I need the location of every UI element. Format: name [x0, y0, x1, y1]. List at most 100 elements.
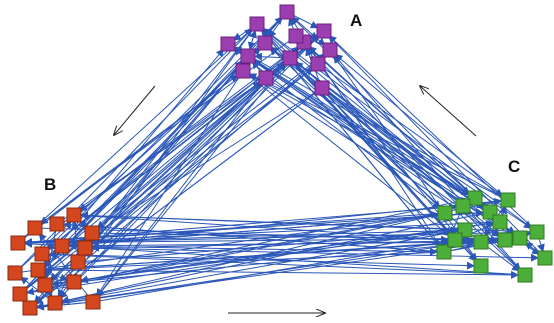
edge-within-b — [38, 232, 94, 303]
cluster-label-a: A — [350, 11, 362, 30]
edge-c-to-b — [60, 211, 491, 305]
edge-within-b — [35, 301, 94, 311]
node-a-13 — [314, 80, 330, 96]
node-b-16 — [30, 262, 46, 278]
node-b-13 — [85, 294, 101, 310]
edge-c-to-a — [328, 35, 546, 259]
edge-a-to-c — [321, 87, 501, 237]
edge-c-to-b — [50, 221, 501, 288]
node-b-8 — [7, 265, 23, 281]
node-c-12 — [473, 258, 489, 274]
edge-b-to-c — [37, 269, 520, 279]
node-c-15 — [492, 214, 508, 230]
edge-b-to-c — [29, 236, 515, 309]
node-c-2 — [500, 192, 516, 208]
node-a-4 — [220, 36, 236, 52]
node-b-2 — [27, 220, 43, 236]
edge-c-to-a — [233, 46, 509, 201]
node-b-15 — [54, 238, 70, 254]
edge-c-to-b — [23, 221, 501, 247]
edge-c-to-b — [50, 229, 466, 288]
node-a-11 — [235, 63, 251, 79]
node-b-11 — [12, 286, 28, 302]
edge-b-to-a — [37, 48, 225, 271]
edge-b-to-c — [34, 227, 450, 244]
flow-arrows-layer — [114, 85, 477, 313]
edge-a-to-c — [321, 87, 452, 236]
edge-c-to-b — [62, 221, 445, 253]
node-c-13 — [537, 250, 553, 266]
node-a-14 — [288, 28, 304, 44]
node-a-3 — [316, 23, 332, 39]
node-c-7 — [473, 234, 489, 250]
edge-b-to-a — [56, 81, 262, 225]
node-c-11 — [436, 244, 452, 260]
node-b-5 — [10, 235, 26, 251]
node-a-1 — [279, 4, 295, 20]
node-c-4 — [455, 198, 471, 214]
edge-b-to-a — [77, 60, 245, 263]
edge-a-to-c — [242, 70, 451, 237]
edge-b-to-a — [92, 62, 287, 303]
edge-c-to-b — [43, 237, 521, 274]
node-c-8 — [497, 232, 513, 248]
node-c-14 — [517, 267, 533, 283]
node-b-10 — [66, 274, 82, 290]
node-b-6 — [34, 246, 50, 262]
node-a-2 — [249, 16, 265, 32]
node-a-10 — [310, 56, 326, 72]
node-c-16 — [447, 232, 463, 248]
node-b-14 — [22, 300, 38, 316]
nodes-layer — [7, 4, 553, 316]
cluster-label-c: C — [508, 157, 520, 176]
node-b-17 — [77, 240, 93, 256]
edge-b-to-a — [17, 28, 253, 244]
node-c-3 — [437, 205, 453, 221]
edge-c-to-b — [43, 251, 445, 274]
node-a-12 — [258, 70, 274, 86]
edge-within-b — [43, 223, 58, 280]
edge-a-to-b — [96, 77, 267, 298]
edge-a-to-c — [256, 23, 533, 229]
node-b-3 — [49, 216, 65, 232]
edge-b-to-a — [14, 47, 261, 274]
node-b-9 — [37, 277, 53, 293]
edge-c-to-a — [291, 16, 476, 199]
edge-a-to-c — [247, 55, 470, 195]
flow-arrow-a-to-b — [114, 85, 156, 135]
edge-b-to-a — [17, 74, 239, 244]
node-a-7 — [322, 42, 338, 58]
node-c-1 — [467, 190, 483, 206]
node-c-6 — [529, 224, 545, 240]
edge-a-to-c — [265, 77, 515, 235]
node-a-8 — [240, 48, 256, 64]
edge-a-to-b — [46, 11, 288, 250]
node-a-5 — [257, 35, 273, 51]
edge-c-to-a — [300, 40, 476, 199]
edge-b-to-c — [14, 210, 440, 274]
edge-b-to-a — [14, 28, 253, 274]
edge-c-to-b — [79, 199, 509, 284]
edge-a-to-c — [289, 57, 441, 209]
cluster-label-b: B — [44, 175, 56, 194]
node-b-12 — [47, 295, 63, 311]
edge-b-to-a — [91, 53, 326, 234]
node-b-4 — [84, 225, 100, 241]
edge-a-to-c — [317, 63, 504, 197]
edge-within-b — [19, 236, 88, 295]
edge-b-to-a — [77, 62, 286, 263]
edges-layer — [14, 11, 546, 311]
edge-c-to-b — [67, 241, 482, 250]
edge-a-to-c — [247, 55, 516, 235]
flow-arrow-c-to-a — [420, 86, 477, 137]
node-c-9 — [512, 230, 528, 246]
edge-a-to-b — [88, 23, 258, 244]
node-a-9 — [282, 50, 298, 66]
edge-b-to-a — [19, 67, 314, 295]
edge-b-to-a — [91, 34, 320, 234]
edge-c-to-b — [79, 211, 466, 231]
node-b-7 — [70, 254, 86, 270]
edge-c-to-a — [334, 53, 509, 201]
